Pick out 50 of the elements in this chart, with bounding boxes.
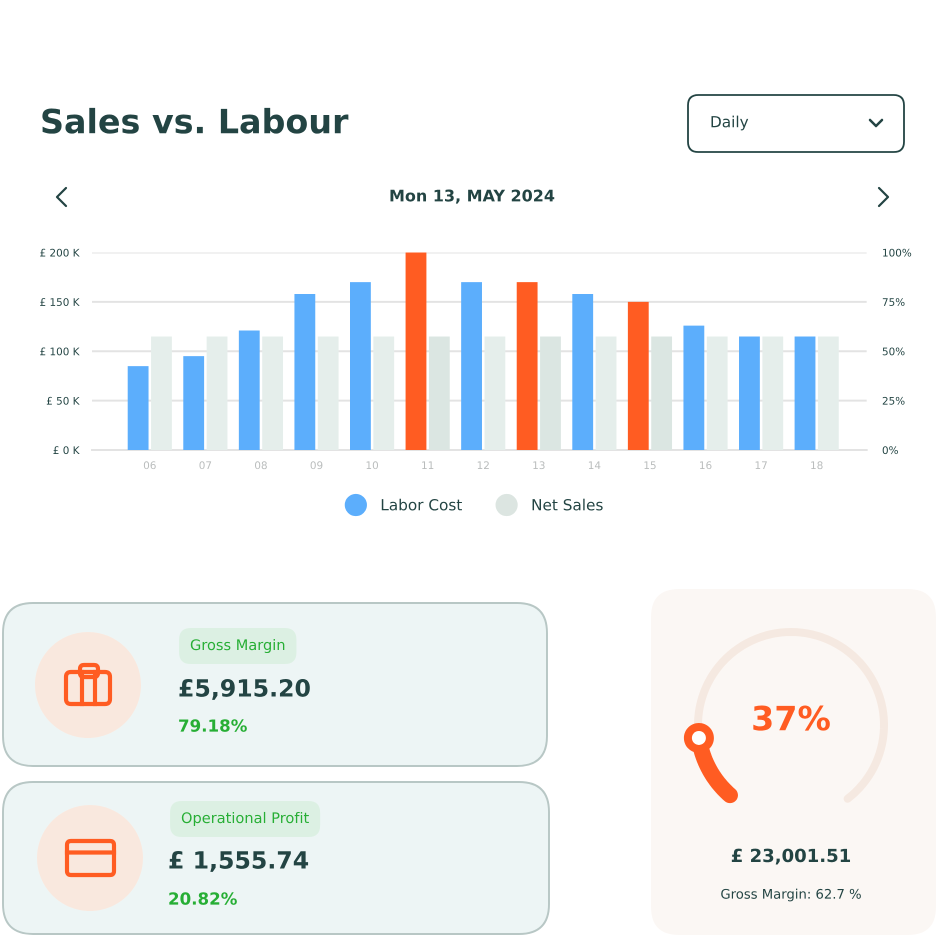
x-tick-label: 08 xyxy=(255,461,267,470)
x-tick-label: 06 xyxy=(144,461,156,470)
bar xyxy=(350,282,371,450)
bar xyxy=(461,282,482,450)
chart-title: Sales vs. Labour xyxy=(42,108,348,134)
text: 37% xyxy=(753,705,830,731)
legend-label: Net Sales xyxy=(532,498,603,511)
text: Operational Profit xyxy=(182,812,309,826)
y2-tick-label: 25% xyxy=(882,396,905,405)
bar xyxy=(794,336,816,450)
bar xyxy=(294,294,316,450)
bar xyxy=(628,302,649,450)
bar xyxy=(516,282,538,450)
y-tick-label: £ 0 K xyxy=(53,446,80,454)
x-tick-label: 15 xyxy=(644,461,656,470)
x-tick-label: 16 xyxy=(700,461,712,470)
y-tick-label: £ 200 K xyxy=(40,248,80,257)
x-tick-label: 10 xyxy=(366,461,378,470)
bar xyxy=(183,356,204,450)
bar xyxy=(238,330,260,450)
y-tick-label: £ 100 K xyxy=(40,347,80,356)
y2-tick-label: 100% xyxy=(883,248,912,257)
chart-subtitle: Mon 13, MAY 2024 xyxy=(390,190,554,204)
bar xyxy=(739,336,760,450)
x-tick-label: 17 xyxy=(756,461,767,470)
x-tick-label: 11 xyxy=(422,461,434,470)
bar xyxy=(406,252,426,450)
y2-tick-label: 75% xyxy=(882,298,905,306)
text: £5,915.20 xyxy=(179,678,310,700)
y2-tick-label: 0% xyxy=(882,446,898,454)
text: Gross Margin xyxy=(190,638,284,654)
text: Gross Margin: 62.7 % xyxy=(721,888,861,902)
x-tick-label: 09 xyxy=(310,461,322,470)
x-tick-label: 07 xyxy=(199,461,212,470)
legend-label: Labor Cost xyxy=(382,498,462,511)
text: £ 1,555.74 xyxy=(169,850,308,872)
y2-tick-label: 50% xyxy=(882,347,905,356)
text: Daily xyxy=(712,116,748,130)
bar xyxy=(683,326,704,450)
x-tick-label: 18 xyxy=(811,461,823,470)
x-tick-label: 14 xyxy=(588,461,600,470)
y-tick-label: £ 150 K xyxy=(40,298,80,306)
x-tick-label: 12 xyxy=(478,461,489,470)
text: 20.82% xyxy=(169,892,237,905)
text: £ 23,001.51 xyxy=(732,848,850,865)
bar xyxy=(572,294,594,450)
y-tick-label: £ 50 K xyxy=(46,396,80,405)
text: 79.18% xyxy=(179,719,247,732)
x-tick-label: 13 xyxy=(533,461,545,470)
bar xyxy=(128,366,149,450)
